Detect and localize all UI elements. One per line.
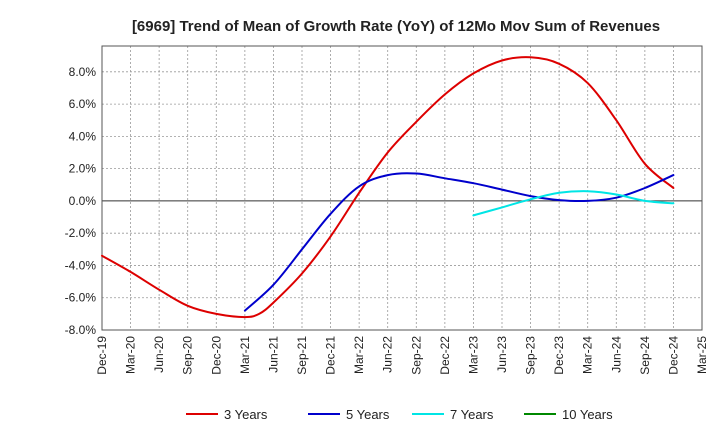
chart-title: [6969] Trend of Mean of Growth Rate (YoY… bbox=[132, 18, 660, 35]
plot-area: Dec-19 Mar-20 Jun-20 Sep-20 Dec-20 Mar-21 Jun-… bbox=[65, 45, 709, 375]
series-line-3-years bbox=[101, 56, 675, 319]
x-tick-label: Sep-24 bbox=[638, 336, 652, 375]
legend-label-7-years: 7 Years bbox=[450, 407, 494, 422]
legend-label-3-years: 3 Years bbox=[224, 407, 268, 422]
x-tick-label: Dec-19 bbox=[95, 336, 109, 375]
x-tick-label: Dec-20 bbox=[209, 336, 223, 375]
y-tick-label: 0.0% bbox=[69, 194, 97, 208]
x-tick-label: Dec-22 bbox=[438, 336, 452, 375]
x-tick-label: Jun-20 bbox=[152, 336, 166, 373]
x-tick-label: Mar-25 bbox=[695, 336, 709, 374]
x-tick-label: Sep-20 bbox=[181, 336, 195, 375]
x-tick-label: Mar-21 bbox=[238, 336, 252, 374]
y-tick-label: -4.0% bbox=[65, 258, 97, 272]
y-tick-label: 2.0% bbox=[69, 162, 97, 176]
x-tick-label: Dec-23 bbox=[552, 336, 566, 375]
x-tick-label: Sep-22 bbox=[409, 336, 423, 375]
series-line-7-years bbox=[472, 190, 675, 217]
y-tick-label: -8.0% bbox=[65, 323, 97, 337]
x-tick-label: Dec-24 bbox=[666, 336, 680, 375]
x-tick-label: Jun-24 bbox=[609, 336, 623, 373]
legend-label-10-years: 10 Years bbox=[562, 407, 613, 422]
x-tick-label: Jun-22 bbox=[381, 336, 395, 373]
x-tick-label: Jun-21 bbox=[266, 336, 280, 373]
y-tick-label: -2.0% bbox=[65, 226, 97, 240]
y-tick-label: -6.0% bbox=[65, 291, 97, 305]
x-tick-label: Jun-23 bbox=[495, 336, 509, 373]
x-tick-label: Dec-21 bbox=[324, 336, 338, 375]
y-tick-label: 8.0% bbox=[69, 65, 97, 79]
x-tick-label: Mar-20 bbox=[124, 336, 138, 374]
y-tick-label: 6.0% bbox=[69, 97, 97, 111]
x-tick-label: Mar-24 bbox=[581, 336, 595, 374]
legend-label-5-years: 5 Years bbox=[346, 407, 390, 422]
plot-border bbox=[101, 45, 703, 331]
x-tick-label: Sep-21 bbox=[295, 336, 309, 375]
plot-background bbox=[102, 46, 702, 330]
legend: 3 Years 5 Years 7 Years 10 Years bbox=[186, 407, 613, 422]
series-line-5-years bbox=[243, 172, 675, 312]
y-tick-label: 4.0% bbox=[69, 129, 97, 143]
x-tick-label: Mar-23 bbox=[466, 336, 480, 374]
x-tick-label: Sep-23 bbox=[524, 336, 538, 375]
x-tick-label: Mar-22 bbox=[352, 336, 366, 374]
